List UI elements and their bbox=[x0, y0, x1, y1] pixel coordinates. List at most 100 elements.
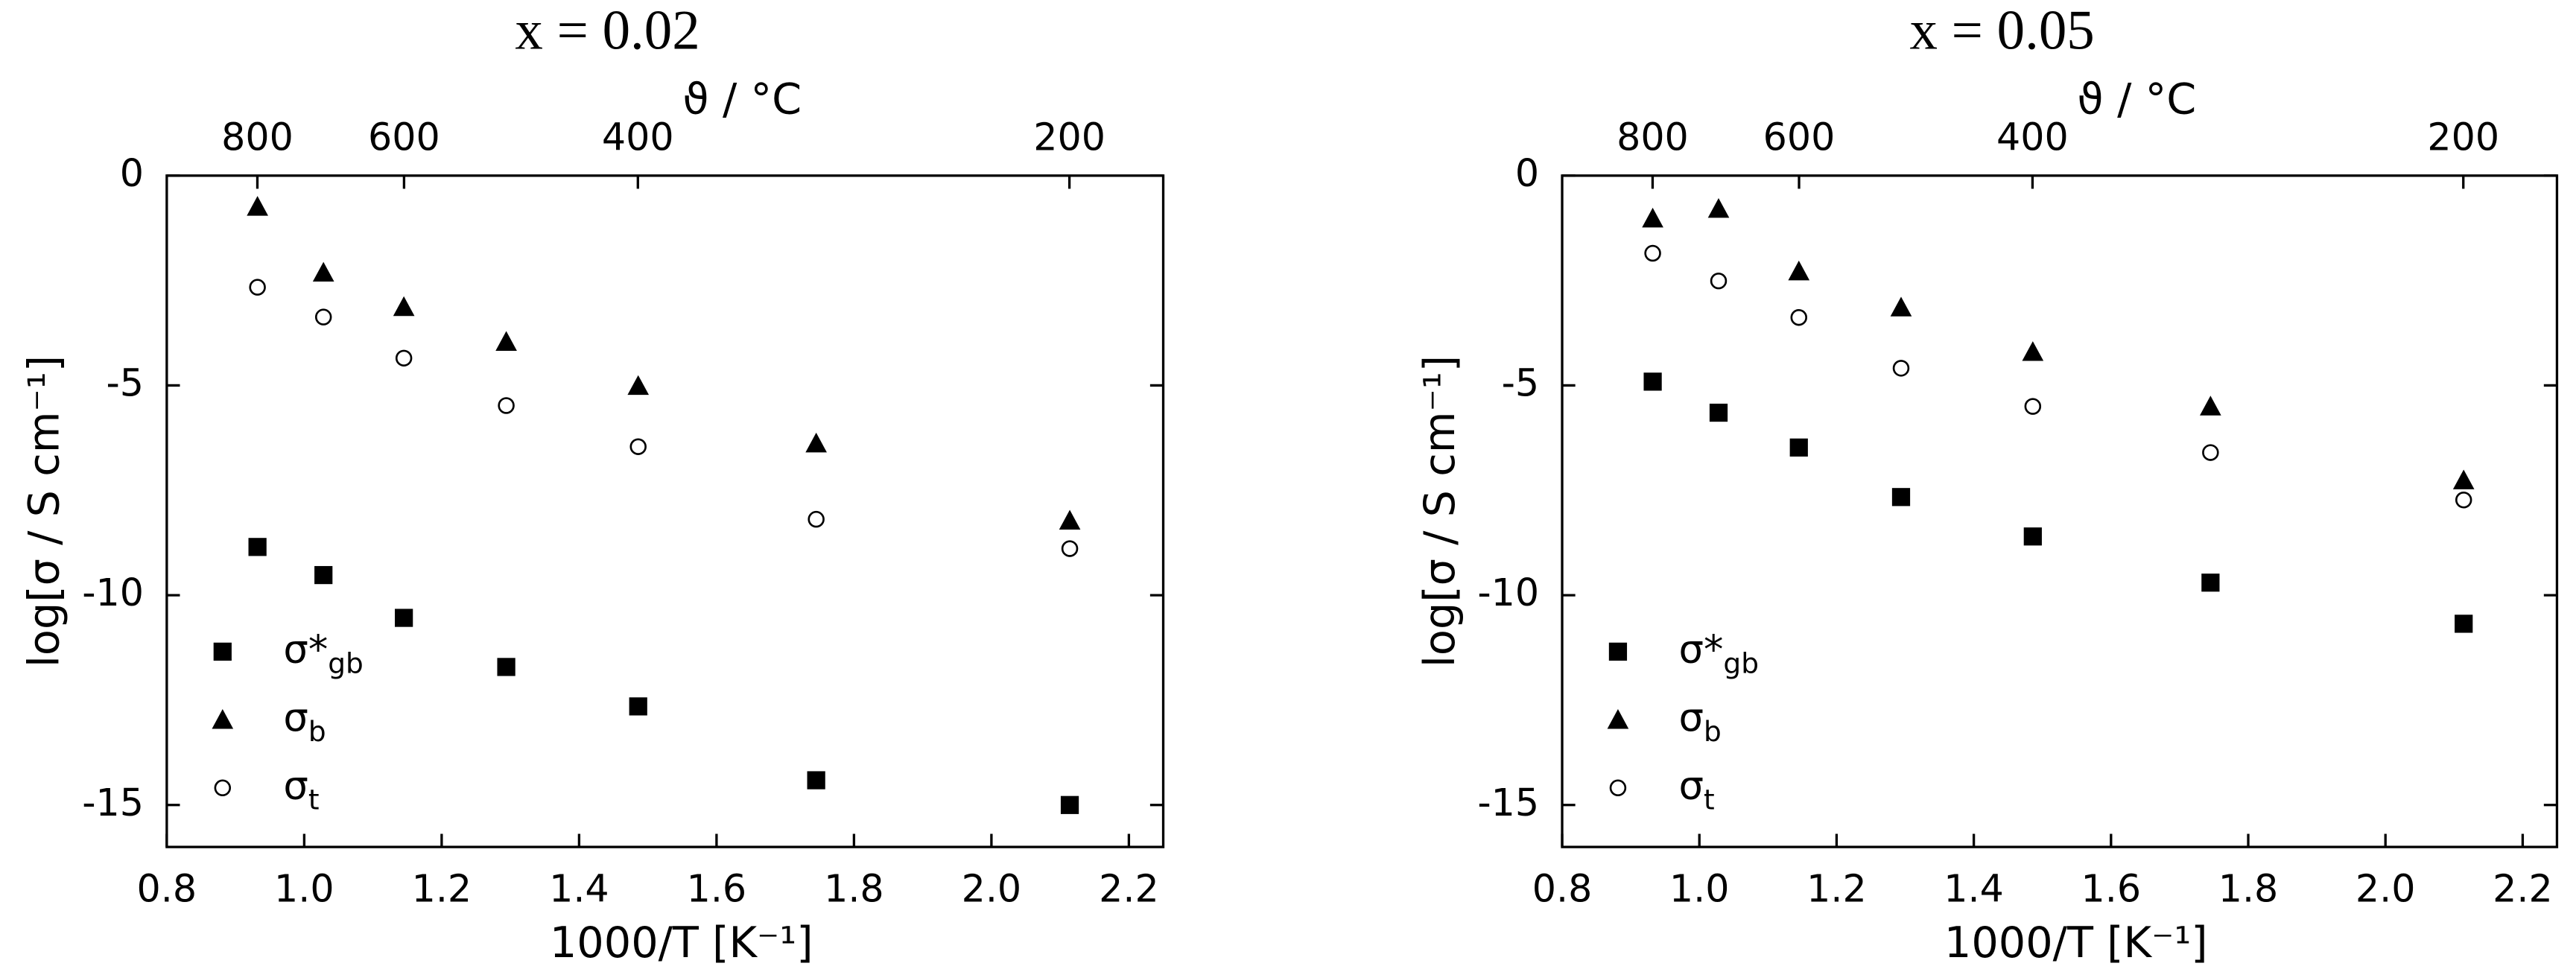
marker bbox=[1608, 642, 1628, 661]
marker bbox=[2022, 341, 2044, 361]
marker bbox=[2200, 396, 2221, 416]
marker bbox=[395, 349, 413, 367]
marker bbox=[2023, 527, 2042, 546]
x-axis-label: 1000/T [K⁻¹] bbox=[1944, 918, 2208, 968]
y-tick-label: -15 bbox=[1477, 781, 1539, 825]
marker bbox=[1707, 197, 1730, 218]
marker bbox=[629, 697, 647, 716]
x-tick-label: 1.4 bbox=[549, 867, 609, 911]
x2-tick-label: 800 bbox=[1617, 115, 1689, 159]
chart-title: x = 0.05 bbox=[1909, 0, 2094, 62]
marker bbox=[1788, 260, 1810, 281]
y-tick-label: -5 bbox=[1502, 361, 1540, 404]
x2-axis-label: ϑ / °C bbox=[2077, 74, 2196, 124]
x-tick-label: 1.8 bbox=[2218, 867, 2279, 911]
x-tick-label: 1.8 bbox=[824, 867, 884, 911]
x2-tick-label: 400 bbox=[602, 115, 674, 159]
marker bbox=[1609, 779, 1627, 797]
marker bbox=[1643, 372, 1662, 391]
marker bbox=[214, 779, 232, 797]
legend-symbol: σ bbox=[1678, 695, 1704, 740]
marker bbox=[495, 331, 517, 351]
marker bbox=[807, 771, 825, 790]
marker bbox=[1710, 272, 1728, 290]
marker bbox=[1059, 509, 1081, 530]
y-axis-label: log[σ / S cm⁻¹] bbox=[1415, 355, 1465, 667]
marker bbox=[2024, 398, 2042, 415]
marker bbox=[1644, 244, 1661, 262]
marker bbox=[2452, 469, 2475, 489]
legend-subscript: t bbox=[1704, 783, 1715, 816]
marker bbox=[395, 609, 413, 627]
marker bbox=[249, 279, 266, 296]
legend-label: σb bbox=[283, 695, 326, 747]
marker bbox=[1891, 488, 1911, 506]
legend-subscript: b bbox=[1704, 714, 1722, 747]
marker bbox=[393, 296, 415, 317]
marker bbox=[314, 565, 333, 585]
x2-tick-label: 400 bbox=[1996, 115, 2069, 159]
marker bbox=[1642, 207, 1663, 228]
y-tick-label: -15 bbox=[82, 781, 144, 825]
marker bbox=[1790, 308, 1808, 326]
x-tick-label: 0.8 bbox=[1532, 867, 1593, 911]
legend-symbol: σ* bbox=[283, 627, 328, 673]
x-tick-label: 1.2 bbox=[1806, 867, 1867, 911]
legend-label: σ*gb bbox=[283, 627, 364, 679]
marker bbox=[213, 642, 232, 661]
marker bbox=[247, 196, 268, 216]
marker bbox=[314, 308, 332, 325]
marker bbox=[1607, 709, 1629, 729]
marker bbox=[212, 709, 234, 729]
legend-symbol: σ bbox=[1678, 763, 1704, 808]
marker bbox=[2455, 492, 2472, 509]
marker bbox=[1709, 403, 1728, 422]
legend-label: σb bbox=[1678, 695, 1721, 747]
plot-frame bbox=[1561, 174, 2559, 848]
marker bbox=[1061, 540, 1079, 557]
legend-symbol: σ* bbox=[1678, 627, 1723, 673]
y-tick-label: -5 bbox=[106, 361, 144, 404]
x2-tick-label: 200 bbox=[2427, 115, 2499, 159]
y-tick-label: -10 bbox=[1477, 571, 1539, 614]
x-axis-label: 1000/T [K⁻¹] bbox=[550, 918, 813, 968]
y-axis-label: log[σ / S cm⁻¹] bbox=[19, 355, 69, 667]
chart-title: x = 0.02 bbox=[515, 0, 699, 62]
x2-tick-label: 200 bbox=[1033, 115, 1105, 159]
marker bbox=[248, 538, 267, 556]
x-tick-label: 1.0 bbox=[274, 867, 334, 911]
marker bbox=[2455, 614, 2473, 633]
marker bbox=[1789, 438, 1808, 457]
x2-axis-label: ϑ / °C bbox=[682, 74, 802, 124]
plot-frame bbox=[165, 174, 1165, 848]
legend-symbol: σ bbox=[283, 695, 308, 740]
legend-label: σt bbox=[283, 763, 319, 815]
marker bbox=[805, 432, 827, 453]
x-tick-label: 2.0 bbox=[2355, 867, 2416, 911]
legend-subscript: gb bbox=[328, 647, 364, 679]
y-tick-label: -10 bbox=[82, 571, 144, 614]
x-tick-label: 1.6 bbox=[687, 867, 747, 911]
marker bbox=[1890, 296, 1912, 317]
marker bbox=[312, 261, 334, 282]
legend-label: σ*gb bbox=[1678, 627, 1759, 679]
marker bbox=[627, 375, 650, 396]
x-tick-label: 1.2 bbox=[412, 867, 472, 911]
marker bbox=[498, 397, 515, 414]
x-tick-label: 2.2 bbox=[2493, 867, 2553, 911]
x-tick-label: 1.6 bbox=[2081, 867, 2142, 911]
marker bbox=[2202, 444, 2219, 461]
legend-label: σt bbox=[1678, 763, 1714, 815]
x-tick-label: 2.0 bbox=[962, 867, 1022, 911]
y-tick-label: 0 bbox=[1515, 151, 1539, 195]
legend-subscript: b bbox=[308, 714, 326, 747]
marker bbox=[808, 510, 825, 528]
marker bbox=[1060, 795, 1079, 814]
x-tick-label: 1.0 bbox=[1669, 867, 1730, 911]
x2-tick-label: 800 bbox=[221, 115, 294, 159]
legend-subscript: gb bbox=[1723, 647, 1759, 679]
x-tick-label: 2.2 bbox=[1099, 867, 1159, 911]
y-tick-label: 0 bbox=[120, 151, 144, 195]
marker bbox=[2201, 574, 2220, 592]
